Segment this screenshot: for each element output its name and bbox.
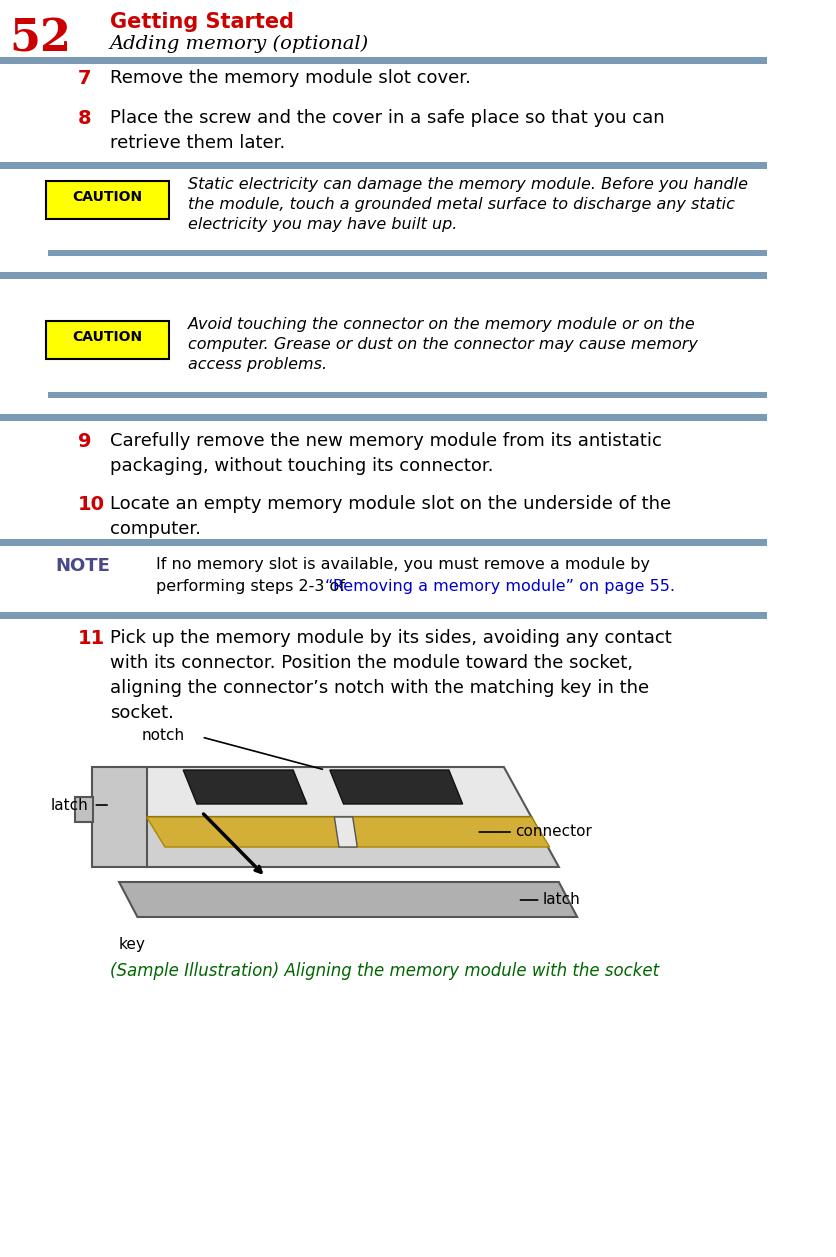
- Bar: [48, 250, 766, 256]
- Text: CAUTION: CAUTION: [72, 190, 142, 204]
- Text: “Removing a memory module” on page 55.: “Removing a memory module” on page 55.: [325, 579, 675, 595]
- Polygon shape: [119, 767, 531, 817]
- Text: (Sample Illustration) Aligning the memory module with the socket: (Sample Illustration) Aligning the memor…: [110, 962, 658, 980]
- Text: notch: notch: [142, 728, 185, 743]
- Bar: [0, 612, 766, 618]
- Text: performing steps 2-3 of: performing steps 2-3 of: [155, 579, 349, 595]
- FancyBboxPatch shape: [46, 181, 168, 219]
- Text: latch: latch: [542, 892, 579, 908]
- Text: 10: 10: [78, 495, 104, 514]
- FancyBboxPatch shape: [46, 321, 168, 360]
- Text: Place the screw and the cover in a safe place so that you can
retrieve them late: Place the screw and the cover in a safe …: [110, 109, 664, 152]
- Text: Adding memory (optional): Adding memory (optional): [110, 35, 369, 53]
- Bar: [0, 414, 766, 421]
- Polygon shape: [119, 882, 577, 918]
- Bar: [0, 57, 766, 64]
- Polygon shape: [119, 817, 558, 867]
- Bar: [48, 392, 766, 398]
- Text: 9: 9: [78, 432, 91, 451]
- Text: 7: 7: [78, 69, 91, 88]
- Bar: [0, 539, 766, 546]
- Text: connector: connector: [514, 825, 591, 840]
- Polygon shape: [329, 771, 462, 804]
- Text: 52: 52: [9, 18, 71, 60]
- Polygon shape: [91, 767, 146, 867]
- Polygon shape: [146, 817, 549, 847]
- Bar: [0, 162, 766, 168]
- Text: Avoid touching the connector on the memory module or on the
computer. Grease or : Avoid touching the connector on the memo…: [187, 317, 697, 372]
- Bar: [75, 797, 94, 822]
- Polygon shape: [334, 817, 357, 847]
- Text: CAUTION: CAUTION: [72, 331, 142, 344]
- Text: Locate an empty memory module slot on the underside of the
computer.: Locate an empty memory module slot on th…: [110, 495, 670, 538]
- Text: Static electricity can damage the memory module. Before you handle
the module, t: Static electricity can damage the memory…: [187, 177, 747, 231]
- Text: If no memory slot is available, you must remove a module by: If no memory slot is available, you must…: [155, 557, 649, 572]
- Text: Pick up the memory module by its sides, avoiding any contact
with its connector.: Pick up the memory module by its sides, …: [110, 628, 670, 722]
- Text: latch: latch: [50, 797, 88, 812]
- Text: Getting Started: Getting Started: [110, 13, 293, 31]
- Text: 11: 11: [78, 628, 105, 649]
- Polygon shape: [183, 771, 307, 804]
- Bar: [0, 272, 766, 279]
- Text: Remove the memory module slot cover.: Remove the memory module slot cover.: [110, 69, 470, 87]
- Text: 8: 8: [78, 109, 91, 128]
- Text: Carefully remove the new memory module from its antistatic
packaging, without to: Carefully remove the new memory module f…: [110, 432, 661, 475]
- Text: NOTE: NOTE: [55, 557, 110, 574]
- Text: key: key: [119, 936, 145, 952]
